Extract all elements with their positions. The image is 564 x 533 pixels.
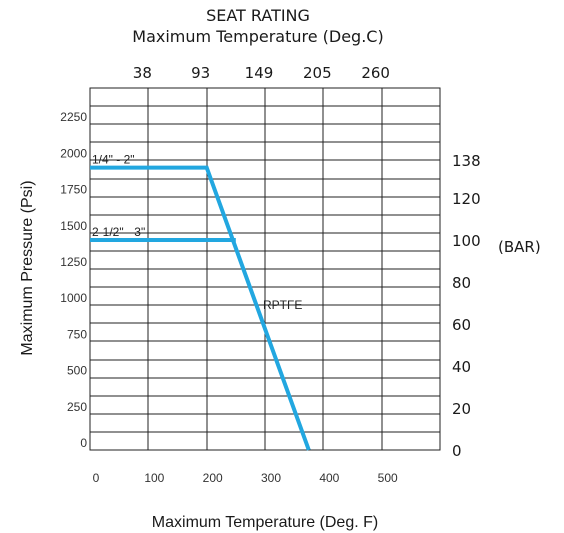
x-axis-tick-label: 200 (203, 471, 223, 485)
y-axis-tick-label: 250 (67, 400, 87, 414)
material-annotation: RPTFE (263, 298, 302, 312)
right-axis-tick-label: 60 (452, 316, 471, 334)
series-labels: 1/4" - 2" 2-1/2" - 3" RPTFE (92, 153, 302, 313)
x-axis-tick-label: 0 (93, 471, 100, 485)
y-axis-tick-label: 0 (80, 436, 87, 450)
x-axis-ticks: 0 100 200 300 400 500 (93, 471, 398, 485)
right-axis-unit: (BAR) (498, 238, 541, 256)
right-axis-tick-label: 120 (452, 190, 481, 208)
top-axis-tick-label: 205 (303, 64, 332, 82)
y-axis-tick-label: 2250 (60, 110, 87, 124)
right-axis-tick-label: 80 (452, 274, 471, 292)
right-axis-tick-label: 40 (452, 358, 471, 376)
top-axis-tick-label: 93 (191, 64, 210, 82)
top-axis-tick-label: 38 (133, 64, 152, 82)
x-axis-tick-label: 500 (378, 471, 398, 485)
x-axis-tick-label: 100 (144, 471, 164, 485)
y-axis-tick-label: 500 (67, 364, 87, 378)
right-axis-tick-label: 0 (452, 442, 462, 460)
y-axis-tick-label: 1000 (60, 291, 87, 305)
right-axis-tick-label: 100 (452, 232, 481, 250)
top-axis-tick-label: 149 (245, 64, 274, 82)
y-axis-label: Maximum Pressure (Psi) (19, 180, 36, 355)
x-axis-tick-label: 400 (319, 471, 339, 485)
plot-grid (89, 87, 441, 451)
y-axis-tick-label: 1750 (60, 183, 87, 197)
y-axis-tick-label: 1500 (60, 219, 87, 233)
series-line (90, 165, 311, 451)
x-axis-tick-label: 300 (261, 471, 281, 485)
series-label: 2-1/2" - 3" (92, 225, 145, 239)
series-lines (90, 165, 311, 451)
y-axis-tick-label: 1250 (60, 255, 87, 269)
y-axis-tick-label: 750 (67, 327, 87, 341)
right-axis-ticks: 138 120 100 80 60 40 20 0 (452, 152, 481, 460)
x-axis-label: Maximum Temperature (Deg. F) (152, 514, 378, 531)
top-axis-tick-label: 260 (361, 64, 390, 82)
top-axis-ticks: 38 93 149 205 260 (133, 64, 390, 82)
y-axis-ticks: 0 250 500 750 1000 1250 1500 1750 2000 2250 (60, 110, 87, 450)
series-label: 1/4" - 2" (92, 153, 135, 167)
right-axis-tick-label: 20 (452, 400, 471, 418)
chart-subtitle: Maximum Temperature (Deg.C) (132, 27, 383, 46)
chart-title: SEAT RATING (206, 6, 310, 25)
y-axis-tick-label: 2000 (60, 146, 87, 160)
right-axis-tick-label: 138 (452, 152, 481, 170)
